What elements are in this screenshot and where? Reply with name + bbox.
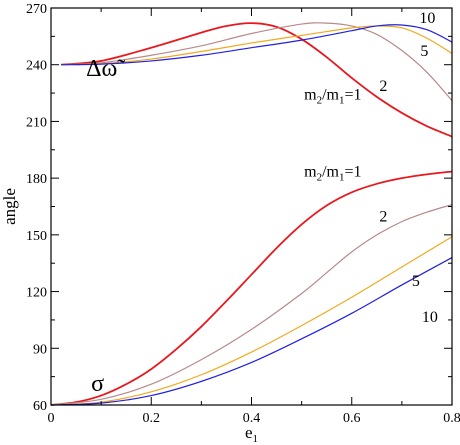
x-axis-title-main: e bbox=[245, 423, 253, 442]
y-axis-title: angle bbox=[0, 188, 19, 225]
y-tick-label: 240 bbox=[26, 59, 47, 74]
x-tick-label: 0.4 bbox=[243, 411, 261, 426]
series-line-sigma-ratio_5 bbox=[50, 236, 453, 406]
y-tick-label: 270 bbox=[26, 2, 47, 17]
series-line-sigma-ratio_1 bbox=[50, 170, 453, 406]
x-axis-title-subscript: 1 bbox=[253, 433, 259, 445]
curve-annotation: 5 bbox=[420, 43, 428, 60]
curve-annotation: 2 bbox=[379, 209, 387, 226]
curve-annotation: 5 bbox=[412, 273, 420, 290]
series-line-sigma-ratio_2 bbox=[50, 204, 453, 406]
series-line-delta_omega-ratio_10 bbox=[61, 24, 453, 66]
y-tick-label: 180 bbox=[26, 172, 47, 187]
curve-layer bbox=[50, 22, 453, 406]
x-tick-label: 0.8 bbox=[443, 411, 460, 426]
x-tick-label: 0.2 bbox=[143, 411, 161, 426]
curve-annotation: 10 bbox=[419, 10, 435, 27]
series-line-delta_omega-ratio_2 bbox=[60, 22, 453, 102]
y-tick-label: 150 bbox=[26, 229, 47, 244]
curve-annotation: m2/m1=1 bbox=[304, 87, 361, 107]
y-tick-label: 60 bbox=[33, 399, 47, 414]
curve-annotation: 2 bbox=[379, 78, 387, 95]
x-tick-label: 0 bbox=[48, 411, 55, 426]
curve-annotation: m2/m1=1 bbox=[304, 163, 361, 183]
y-tick-label: 90 bbox=[33, 342, 47, 357]
curve-annotation: 10 bbox=[422, 309, 438, 326]
series-line-delta_omega-ratio_5 bbox=[61, 25, 453, 66]
y-tick-label: 120 bbox=[26, 286, 47, 301]
y-tick-label: 210 bbox=[26, 115, 47, 130]
series-line-sigma-ratio_10 bbox=[50, 257, 453, 406]
x-tick-label: 0.6 bbox=[343, 411, 361, 426]
series-line-delta_omega-ratio_1 bbox=[60, 22, 453, 138]
curve-annotation: σ bbox=[91, 371, 104, 397]
x-axis-title: e1 bbox=[245, 423, 258, 445]
